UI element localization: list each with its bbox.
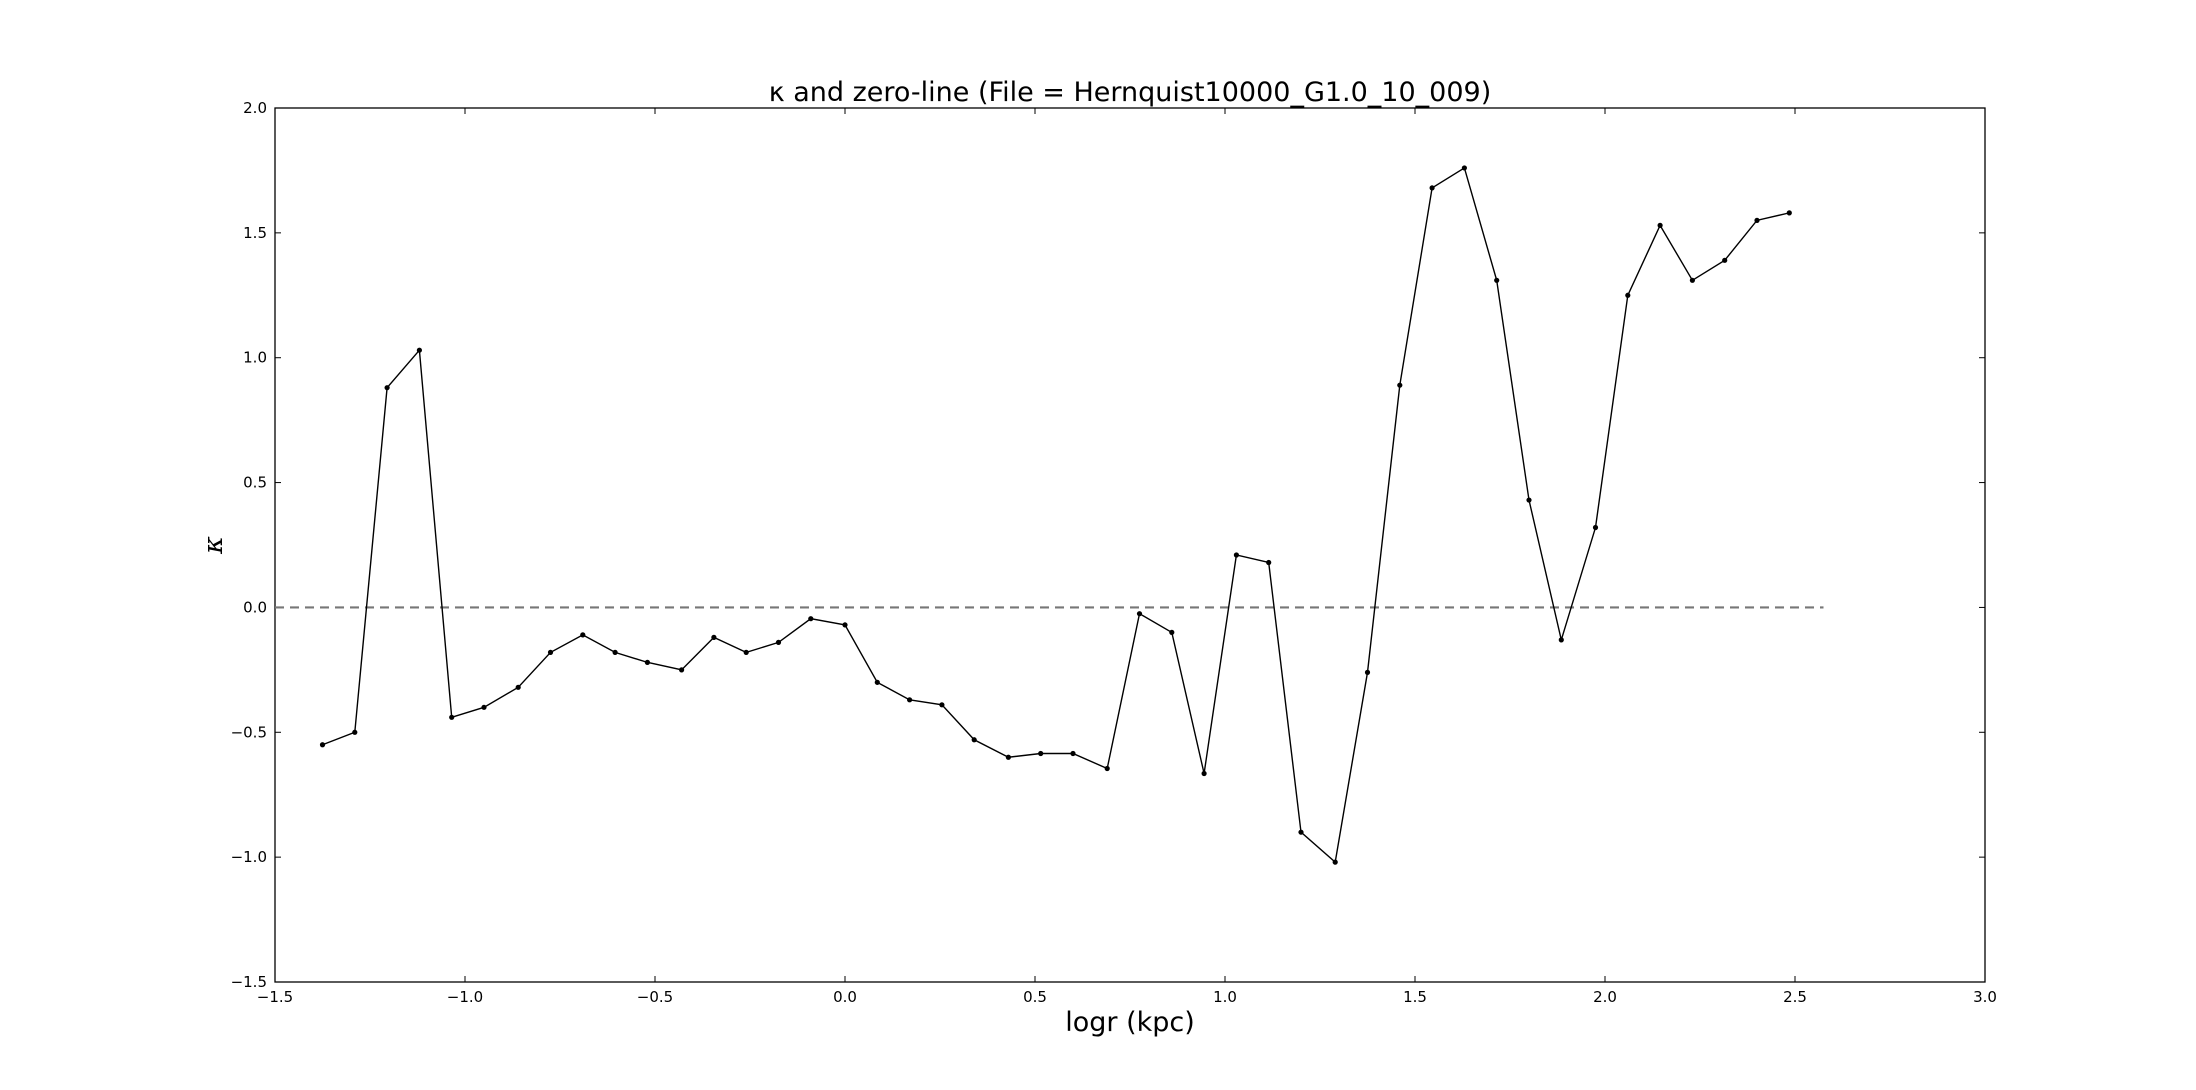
- kappa-point: [1169, 629, 1175, 636]
- kappa-point: [971, 737, 977, 743]
- y-tick-label: −0.5: [231, 723, 267, 741]
- kappa-point: [1429, 185, 1435, 191]
- kappa-point: [1104, 765, 1110, 772]
- kappa-point: [515, 684, 521, 690]
- kappa-point: [384, 385, 390, 391]
- kappa-point: [743, 649, 749, 655]
- x-tick-label: 1.5: [1403, 988, 1427, 1006]
- kappa-point: [1722, 257, 1728, 263]
- kappa-point: [775, 639, 782, 645]
- kappa-point: [1397, 382, 1403, 388]
- y-axis-label: κ: [198, 536, 229, 555]
- kappa-line: [322, 166, 1790, 864]
- kappa-point: [644, 659, 651, 665]
- x-tick-label: 3.0: [1973, 988, 1997, 1006]
- kappa-point: [808, 616, 814, 622]
- series-layer: [275, 165, 1824, 865]
- kappa-point: [1592, 524, 1599, 531]
- kappa-point: [1625, 292, 1631, 298]
- kappa-point: [874, 679, 880, 685]
- x-tick-label: −1.5: [257, 988, 293, 1006]
- kappa-point: [842, 622, 848, 628]
- kappa-point: [1070, 750, 1076, 757]
- x-tick-label: 0.5: [1023, 988, 1047, 1006]
- kappa-point: [1364, 669, 1371, 675]
- y-tick-label: 1.5: [243, 224, 267, 242]
- kappa-point: [1298, 829, 1304, 835]
- kappa-point: [612, 649, 618, 655]
- kappa-point: [939, 702, 945, 708]
- kappa-point: [580, 632, 586, 638]
- kappa-point: [416, 347, 422, 353]
- kappa-point: [1038, 750, 1044, 757]
- kappa-point: [1494, 277, 1500, 283]
- kappa-point: [1689, 277, 1695, 283]
- x-tick-label: 1.0: [1213, 988, 1237, 1006]
- kappa-point: [319, 742, 326, 748]
- x-tick-label: −0.5: [637, 988, 673, 1006]
- y-ticks: −1.5 −1.0 −0.5 0.0 0.5 1.0 1.5 2.0: [231, 99, 1985, 991]
- kappa-point: [679, 667, 685, 673]
- kappa-point: [1332, 859, 1338, 865]
- kappa-point: [1136, 611, 1143, 617]
- kappa-point: [1526, 497, 1532, 503]
- y-tick-label: 0.0: [243, 598, 267, 616]
- x-tick-label: 2.0: [1593, 988, 1617, 1006]
- x-axis-label: logr (kpc): [1065, 1007, 1195, 1038]
- y-tick-label: −1.0: [231, 848, 267, 866]
- kappa-point: [1461, 165, 1467, 171]
- kappa-point: [1266, 559, 1272, 566]
- x-tick-label: 0.0: [833, 988, 857, 1006]
- y-tick-label: 2.0: [243, 99, 267, 117]
- kappa-point: [481, 704, 487, 710]
- plot-frame: [274, 107, 1986, 983]
- kappa-point: [907, 697, 913, 703]
- kappa-point: [1005, 754, 1012, 760]
- kappa-point: [352, 729, 358, 735]
- kappa-point: [711, 634, 717, 640]
- kappa-point: [449, 714, 455, 720]
- kappa-point: [547, 649, 554, 655]
- kappa-point: [1786, 210, 1792, 216]
- kappa-point: [1754, 217, 1760, 223]
- kappa-point: [1657, 222, 1663, 228]
- kappa-point: [1233, 552, 1239, 558]
- chart-title: κ and zero-line (File = Hernquist10000_G…: [769, 77, 1491, 108]
- y-tick-label: −1.5: [231, 973, 267, 991]
- x-tick-label: 2.5: [1783, 988, 1807, 1006]
- y-tick-label: 1.0: [243, 349, 267, 367]
- y-tick-label: 0.5: [243, 474, 267, 492]
- kappa-point: [1558, 637, 1564, 643]
- kappa-point: [1201, 770, 1207, 777]
- x-ticks: −1.5 −1.0 −0.5 0.0 0.5 1.0 1.5 2.0 2.5 3.0: [257, 108, 1997, 1006]
- x-tick-label: −1.0: [447, 988, 483, 1006]
